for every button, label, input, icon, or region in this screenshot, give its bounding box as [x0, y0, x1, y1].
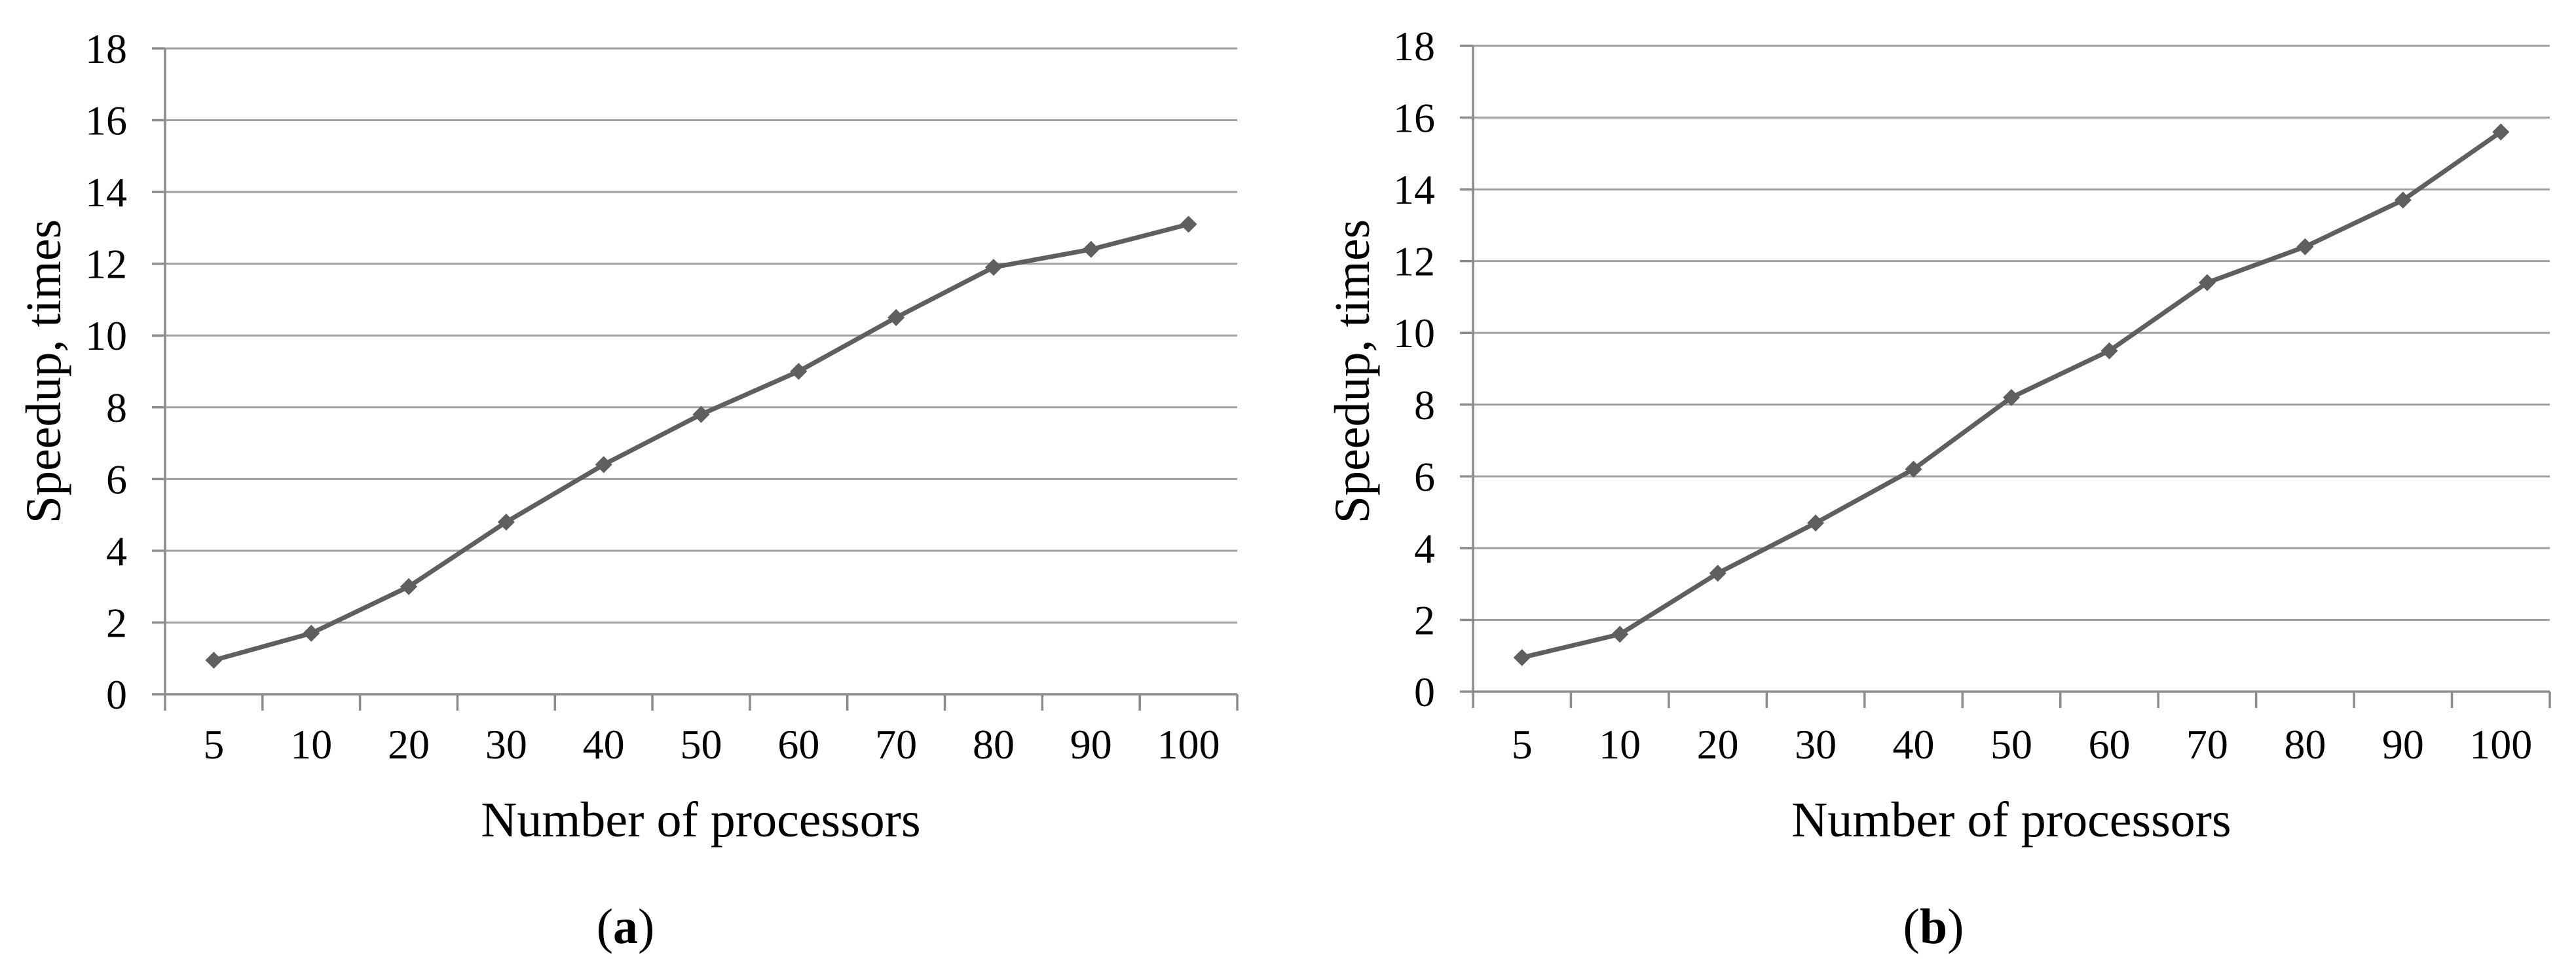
x-tick-label: 80: [973, 721, 1015, 768]
x-tick-label: 100: [1157, 721, 1220, 768]
y-tick-label: 4: [1414, 525, 1435, 572]
y-tick-label: 6: [1414, 453, 1435, 500]
plot-area-a: 0 2 4 6 8 10 12 14 16 18 5 10 20 30 40 50 60 70 80 90 100: [85, 26, 1239, 768]
diamond-marker: [1082, 240, 1100, 258]
gridlines: [1473, 45, 2550, 621]
y-tick-label: 8: [106, 384, 127, 431]
diamond-marker: [1905, 460, 1922, 478]
y-tick-label: 16: [1393, 95, 1435, 141]
diamond-marker: [1611, 625, 1629, 643]
diamond-marker: [595, 456, 612, 474]
x-tick-label: 5: [1512, 721, 1533, 768]
axes: [164, 48, 1237, 696]
x-tick-label: 60: [2088, 721, 2130, 768]
diamond-marker: [303, 624, 320, 642]
y-axis-title-a: Speedup, times: [16, 219, 71, 524]
diamond-marker: [1709, 565, 1727, 582]
diamond-marker: [2296, 238, 2314, 255]
caption-b-open: (: [1903, 899, 1920, 954]
y-tick-label: 12: [1393, 238, 1435, 285]
data-point-markers: [205, 215, 1197, 669]
y-tick-label: 6: [106, 456, 127, 502]
y-tick-label: 0: [106, 671, 127, 718]
y-tick-label: 10: [85, 312, 127, 359]
caption-b-letter: b: [1919, 899, 1948, 954]
x-tick-label: 30: [485, 721, 527, 768]
y-axis-title-b: Speedup, times: [1325, 219, 1380, 524]
diamond-marker: [1513, 648, 1531, 666]
caption-a-letter: a: [613, 899, 638, 954]
diamond-marker: [790, 363, 808, 380]
x-tick-labels: 5 10 20 30 40 50 60 70 80 90 100: [1512, 721, 2533, 768]
caption-b-close: ): [1947, 899, 1964, 954]
y-tick-label: 2: [106, 599, 127, 646]
x-tick-label: 90: [1070, 721, 1112, 768]
x-tick-label: 100: [2469, 721, 2532, 768]
x-tick-label: 70: [2186, 721, 2228, 768]
chart-panel-b: 0 2 4 6 8 10 12 14 16 18 5 10 20 30 40 50 60 70 80 90 100 Sp…: [1288, 0, 2576, 970]
x-tick-label: 90: [2382, 721, 2424, 768]
axes: [1472, 46, 2550, 693]
x-tick-label: 20: [388, 721, 430, 768]
y-tick-labels: 0 2 4 6 8 10 12 14 16 18: [85, 26, 127, 718]
y-tick-label: 0: [1414, 669, 1435, 715]
x-tick-label: 40: [1893, 721, 1935, 768]
diamond-marker: [400, 578, 418, 595]
y-tick-label: 14: [1393, 166, 1435, 213]
diamond-marker: [2100, 342, 2118, 360]
x-tick-labels: 5 10 20 30 40 50 60 70 80 90 100: [203, 721, 1220, 768]
diamond-marker: [2394, 191, 2412, 209]
caption-b: (b): [1802, 891, 2064, 963]
y-tick-label: 16: [85, 98, 127, 144]
x-axis-title-b: Number of processors: [1791, 793, 2231, 848]
diamond-marker: [692, 405, 710, 423]
y-tick-label: 18: [1393, 23, 1435, 69]
x-axis-title-a: Number of processors: [481, 793, 921, 848]
diamond-marker: [1180, 215, 1197, 233]
x-tick-label: 70: [875, 721, 917, 768]
diamond-marker: [2198, 274, 2216, 291]
plot-area-b: 0 2 4 6 8 10 12 14 16 18 5 10 20 30 40 50 60 70 80 90 100: [1393, 23, 2551, 768]
y-tick-label: 14: [85, 169, 127, 215]
y-tick-label: 4: [106, 528, 127, 574]
x-tick-label: 40: [583, 721, 625, 768]
diamond-marker: [205, 651, 223, 669]
x-tick-label: 10: [290, 721, 332, 768]
y-tick-label: 8: [1414, 382, 1435, 428]
y-tick-label: 2: [1414, 597, 1435, 643]
caption-a: (a): [495, 891, 756, 963]
x-tick-label: 20: [1697, 721, 1739, 768]
x-tick-label: 50: [681, 721, 722, 768]
gridlines: [165, 47, 1237, 624]
diamond-marker: [2492, 123, 2510, 141]
axis-ticks: [152, 47, 1239, 711]
diamond-marker: [497, 513, 515, 531]
diamond-marker: [1807, 514, 1825, 532]
data-point-markers: [1513, 123, 2510, 666]
y-tick-labels: 0 2 4 6 8 10 12 14 16 18: [1393, 23, 1435, 715]
x-tick-label: 60: [777, 721, 819, 768]
caption-a-open: (: [596, 899, 613, 954]
diamond-marker: [2003, 388, 2020, 406]
caption-a-close: ): [638, 899, 655, 954]
y-tick-label: 12: [85, 241, 127, 288]
diamond-marker: [984, 259, 1002, 276]
axis-ticks: [1460, 45, 2551, 708]
x-tick-label: 80: [2284, 721, 2326, 768]
chart-panel-a: 0 2 4 6 8 10 12 14 16 18 5 10 20 30 40 50 60 70 80 90 100 Sp…: [16, 26, 1239, 963]
x-tick-label: 30: [1795, 721, 1837, 768]
y-tick-label: 10: [1393, 310, 1435, 356]
series-line: [211, 221, 1191, 663]
y-tick-label: 18: [85, 26, 127, 72]
x-tick-label: 10: [1599, 721, 1641, 768]
diamond-marker: [887, 308, 905, 326]
x-tick-label: 5: [203, 721, 224, 768]
x-tick-label: 50: [1990, 721, 2032, 768]
